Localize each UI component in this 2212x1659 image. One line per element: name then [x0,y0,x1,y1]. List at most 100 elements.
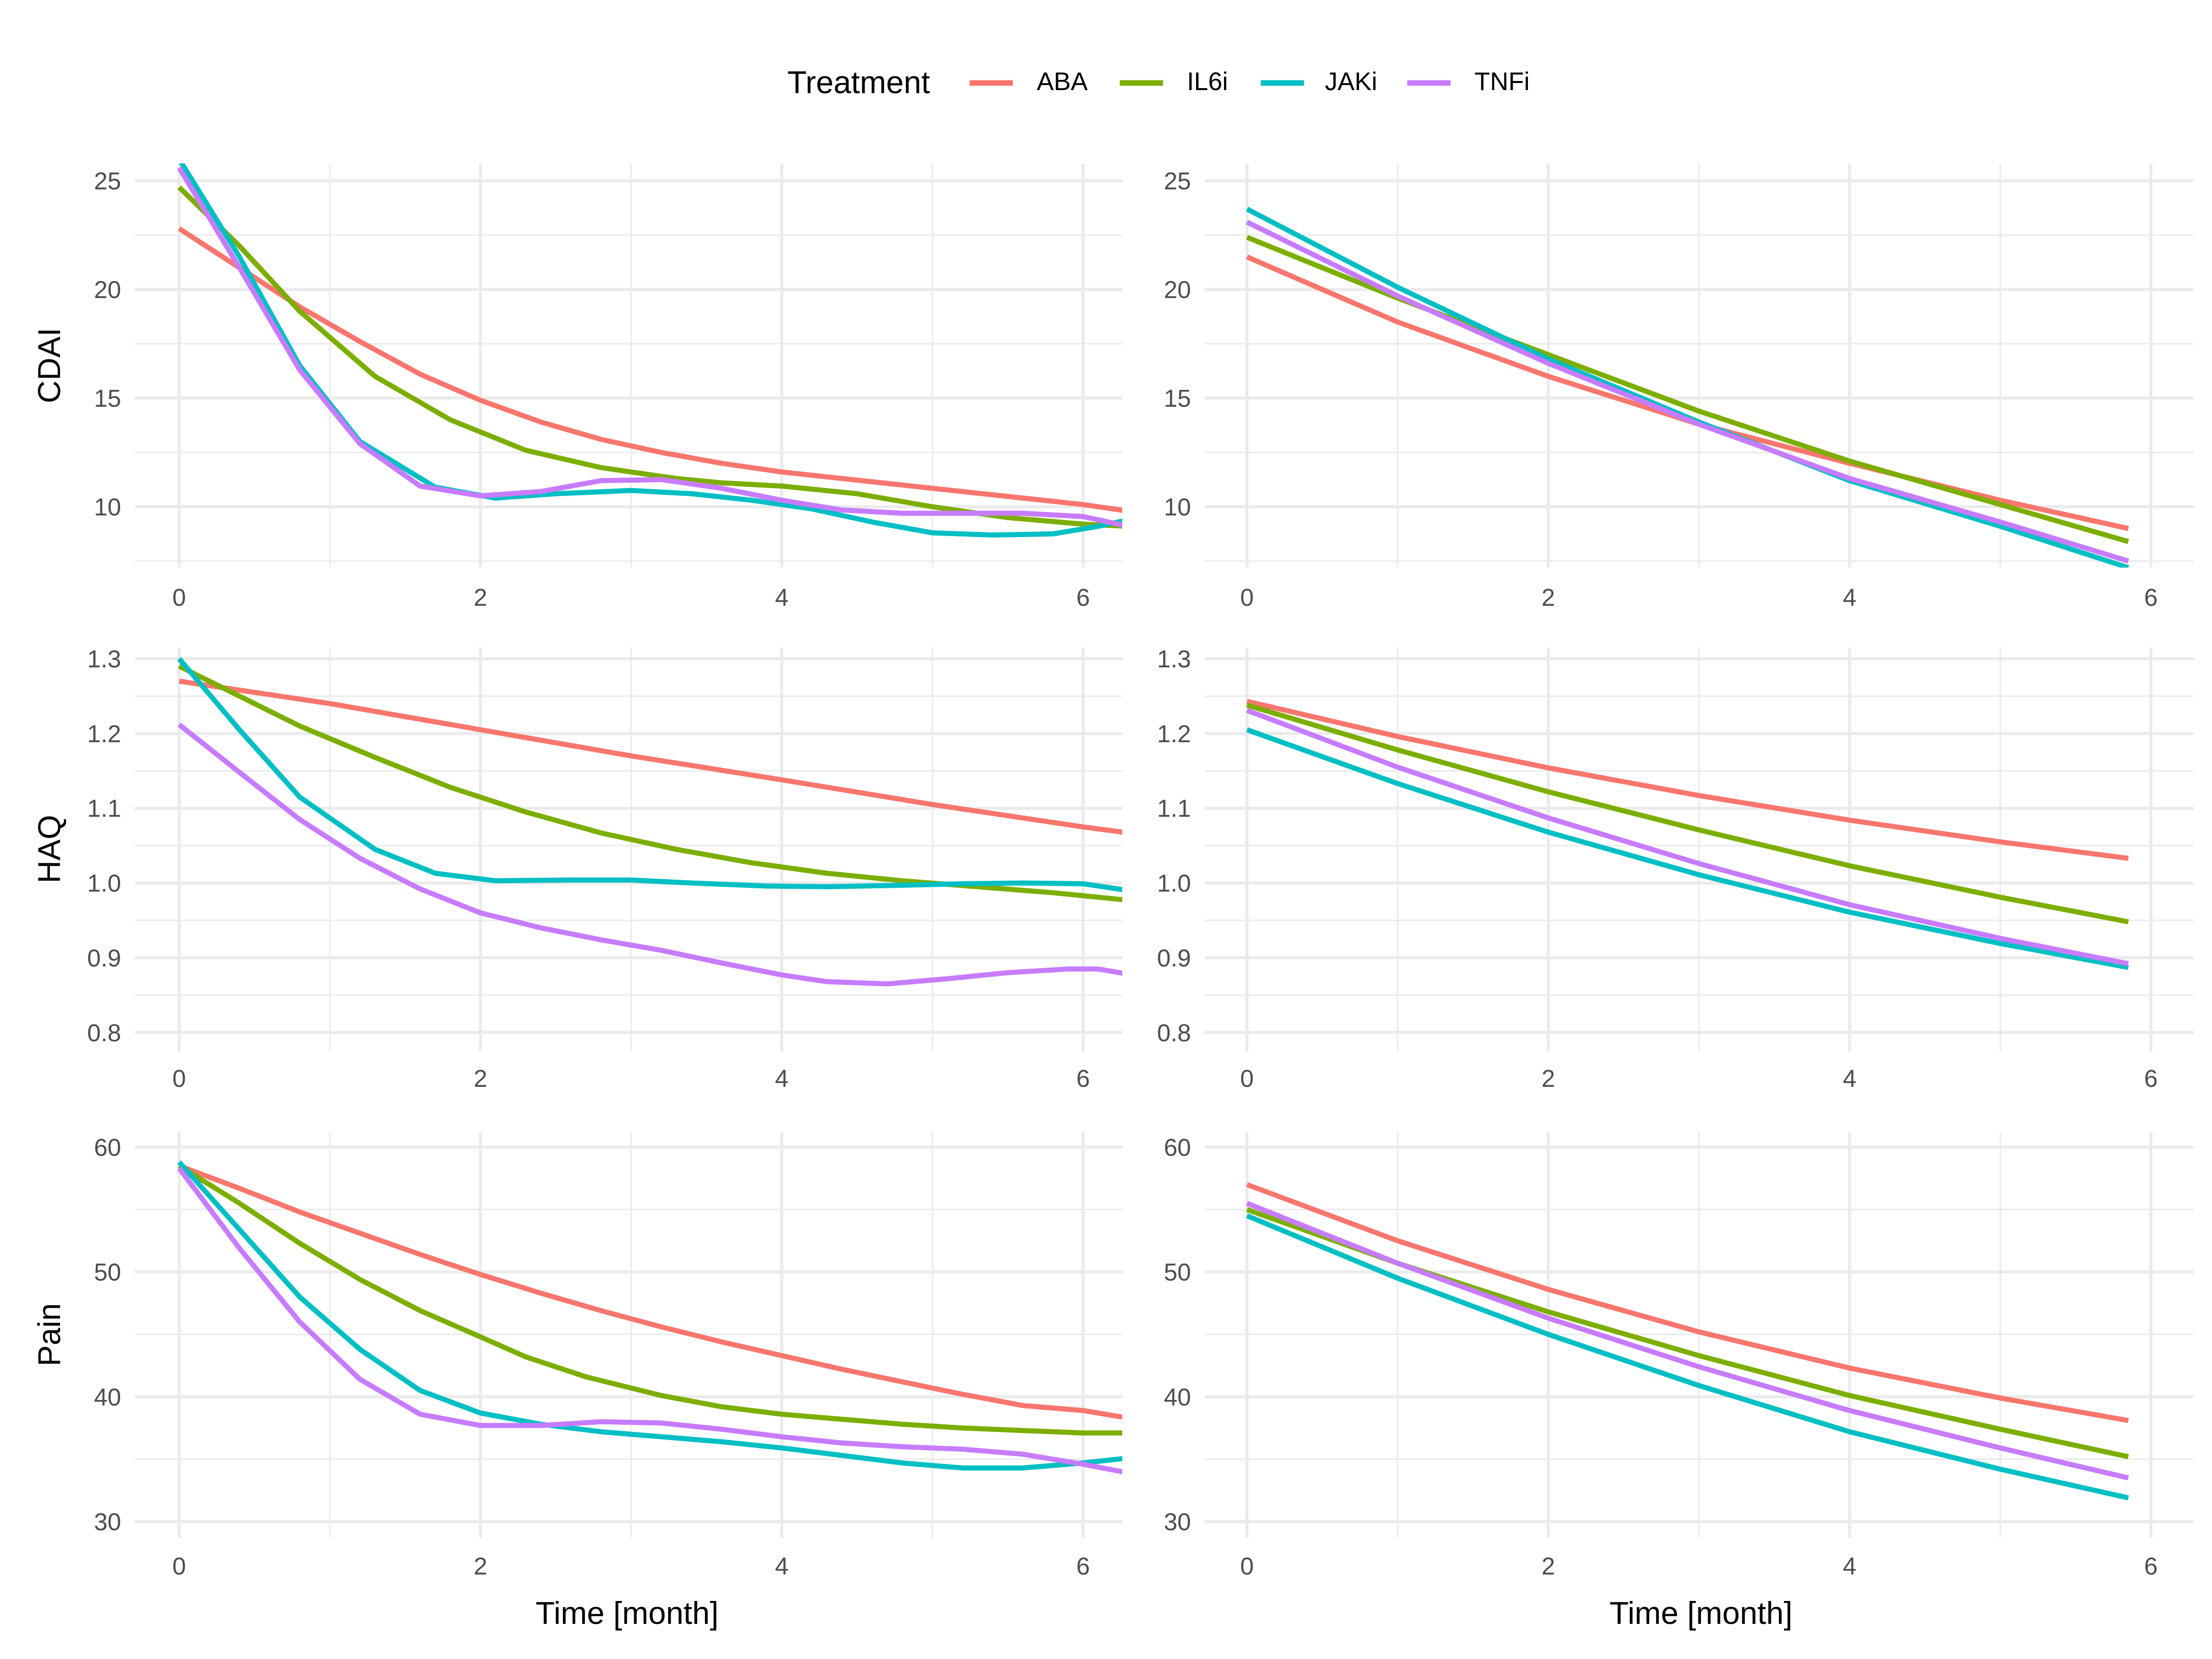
x-tick-label: 2 [1542,1553,1555,1580]
panel-pain-r3c1: 0 2 4 6 30 40 50 60 [94,1132,1122,1580]
legend-label-aba: ABA [1037,67,1088,96]
y-tick-label: 50 [94,1259,121,1286]
legend-entry-jaki: JAKi [1261,67,1377,96]
series-line-il6i [1246,702,2129,924]
y-tick-label: 10 [1164,494,1191,521]
x-tick-label: 2 [1542,1065,1555,1092]
y-tick-label: 1.1 [87,796,121,823]
y-tick-label: 25 [94,168,121,195]
series-line-tnfi [177,722,1122,987]
panel-haq-r2c1: 0 2 4 6 0.8 0.9 1.0 1.1 1.2 1.3 [87,646,1122,1092]
legend-label-il6i: IL6i [1187,67,1228,96]
series-line-aba [178,226,1122,513]
x-tick-label: 2 [474,1553,488,1580]
panel-cdai-r1c1: 0 2 4 6 10 15 20 25 [94,163,1122,611]
y-tick-label: 0.9 [1157,945,1191,972]
x-tick-label: 6 [2144,584,2158,611]
panel-right-r1c2: 0 2 4 6 10 15 20 25 [1164,163,2194,611]
y-tick-label: 60 [1164,1134,1191,1161]
series-line-il6i [1246,1207,2129,1459]
series-group [1245,207,2130,568]
series-group [1246,1182,2129,1501]
x-tick-label: 0 [173,1553,186,1580]
series-line-jaki [1245,207,2130,568]
y-tick-label: 30 [1164,1509,1191,1536]
series-group [177,1160,1122,1475]
x-tick-label: 4 [775,1553,789,1580]
x-tick-label: 6 [1076,1065,1090,1092]
series-line-tnfi [177,1167,1122,1475]
x-tick-label: 0 [1240,1553,1254,1580]
series-line-tnfi [177,166,1122,528]
y-tick-label: 1.3 [87,646,121,673]
y-tick-label: 60 [94,1134,121,1161]
series-line-jaki [177,1160,1122,1471]
legend-title: Treatment [787,65,930,100]
x-tick-label: 0 [173,584,186,611]
series-line-il6i [1246,235,2129,544]
y-tick-label: 0.8 [87,1020,121,1047]
y-tick-label: 30 [94,1509,121,1536]
y-tick-label: 25 [1164,168,1191,195]
series-line-il6i [178,1163,1122,1436]
legend-entry-tnfi: TNFi [1407,67,1529,96]
legend-entry-il6i: IL6i [1120,67,1228,96]
y-tick-label: 1.0 [1157,870,1191,897]
x-tick-label: 6 [1076,1553,1090,1580]
legend-entry-aba: ABA [970,67,1088,96]
x-tick-label: 2 [474,1065,488,1092]
y-tick-label: 1.0 [87,870,121,897]
y-tick-label: 15 [1164,385,1191,412]
y-axis-title-haq: HAQ [32,815,67,883]
x-tick-label: 2 [474,584,488,611]
y-tick-label: 1.1 [1157,796,1191,823]
series-line-jaki [1246,727,2129,970]
legend: Treatment ABA IL6i JAKi TNFi [787,65,1529,100]
series-group [1246,698,2129,970]
y-tick-label: 1.3 [1157,646,1191,673]
series-line-tnfi [1246,1201,2129,1481]
series-line-aba [1246,698,2129,861]
panel-right-r3c2: 0 2 4 6 30 40 50 60 [1164,1132,2194,1580]
x-axis-title-right: Time [month] [1609,1596,1792,1631]
series-line-aba [1246,255,2129,531]
y-tick-label: 0.8 [1157,1020,1191,1047]
x-tick-label: 6 [1076,584,1090,611]
series-line-tnfi [1246,708,2129,967]
series-group [177,163,1122,538]
legend-label-tnfi: TNFi [1474,67,1529,96]
x-tick-label: 2 [1542,584,1555,611]
x-tick-label: 4 [1843,584,1857,611]
x-tick-label: 6 [2144,1065,2158,1092]
x-tick-label: 6 [2144,1553,2158,1580]
y-tick-label: 20 [94,277,121,304]
series-line-aba [1246,1182,2129,1423]
y-tick-label: 50 [1164,1259,1191,1286]
x-tick-label: 0 [1240,584,1254,611]
y-tick-label: 20 [1164,277,1191,304]
series-line-il6i [177,185,1122,529]
series-line-jaki [1246,1213,2129,1501]
y-tick-label: 40 [94,1384,121,1411]
x-tick-label: 0 [1240,1065,1254,1092]
legend-label-jaki: JAKi [1325,67,1377,96]
x-tick-label: 4 [775,584,789,611]
series-line-jaki [177,657,1122,892]
panel-right-r2c2: 0 2 4 6 0.8 0.9 1.0 1.1 1.2 1.3 [1157,646,2194,1092]
y-tick-label: 15 [94,385,121,412]
x-tick-label: 0 [173,1065,186,1092]
series-line-aba [179,679,1122,835]
series-group [177,657,1122,987]
y-tick-label: 40 [1164,1384,1191,1411]
series-line-aba [178,1163,1122,1420]
y-axis-title-pain: Pain [32,1303,67,1366]
series-line-tnfi [1245,219,2130,564]
y-tick-label: 10 [94,494,121,521]
y-tick-label: 0.9 [87,945,121,972]
y-tick-label: 1.2 [87,721,121,748]
y-tick-label: 1.2 [1157,721,1191,748]
x-tick-label: 4 [1843,1065,1857,1092]
x-axis-title-left: Time [month] [535,1596,718,1631]
